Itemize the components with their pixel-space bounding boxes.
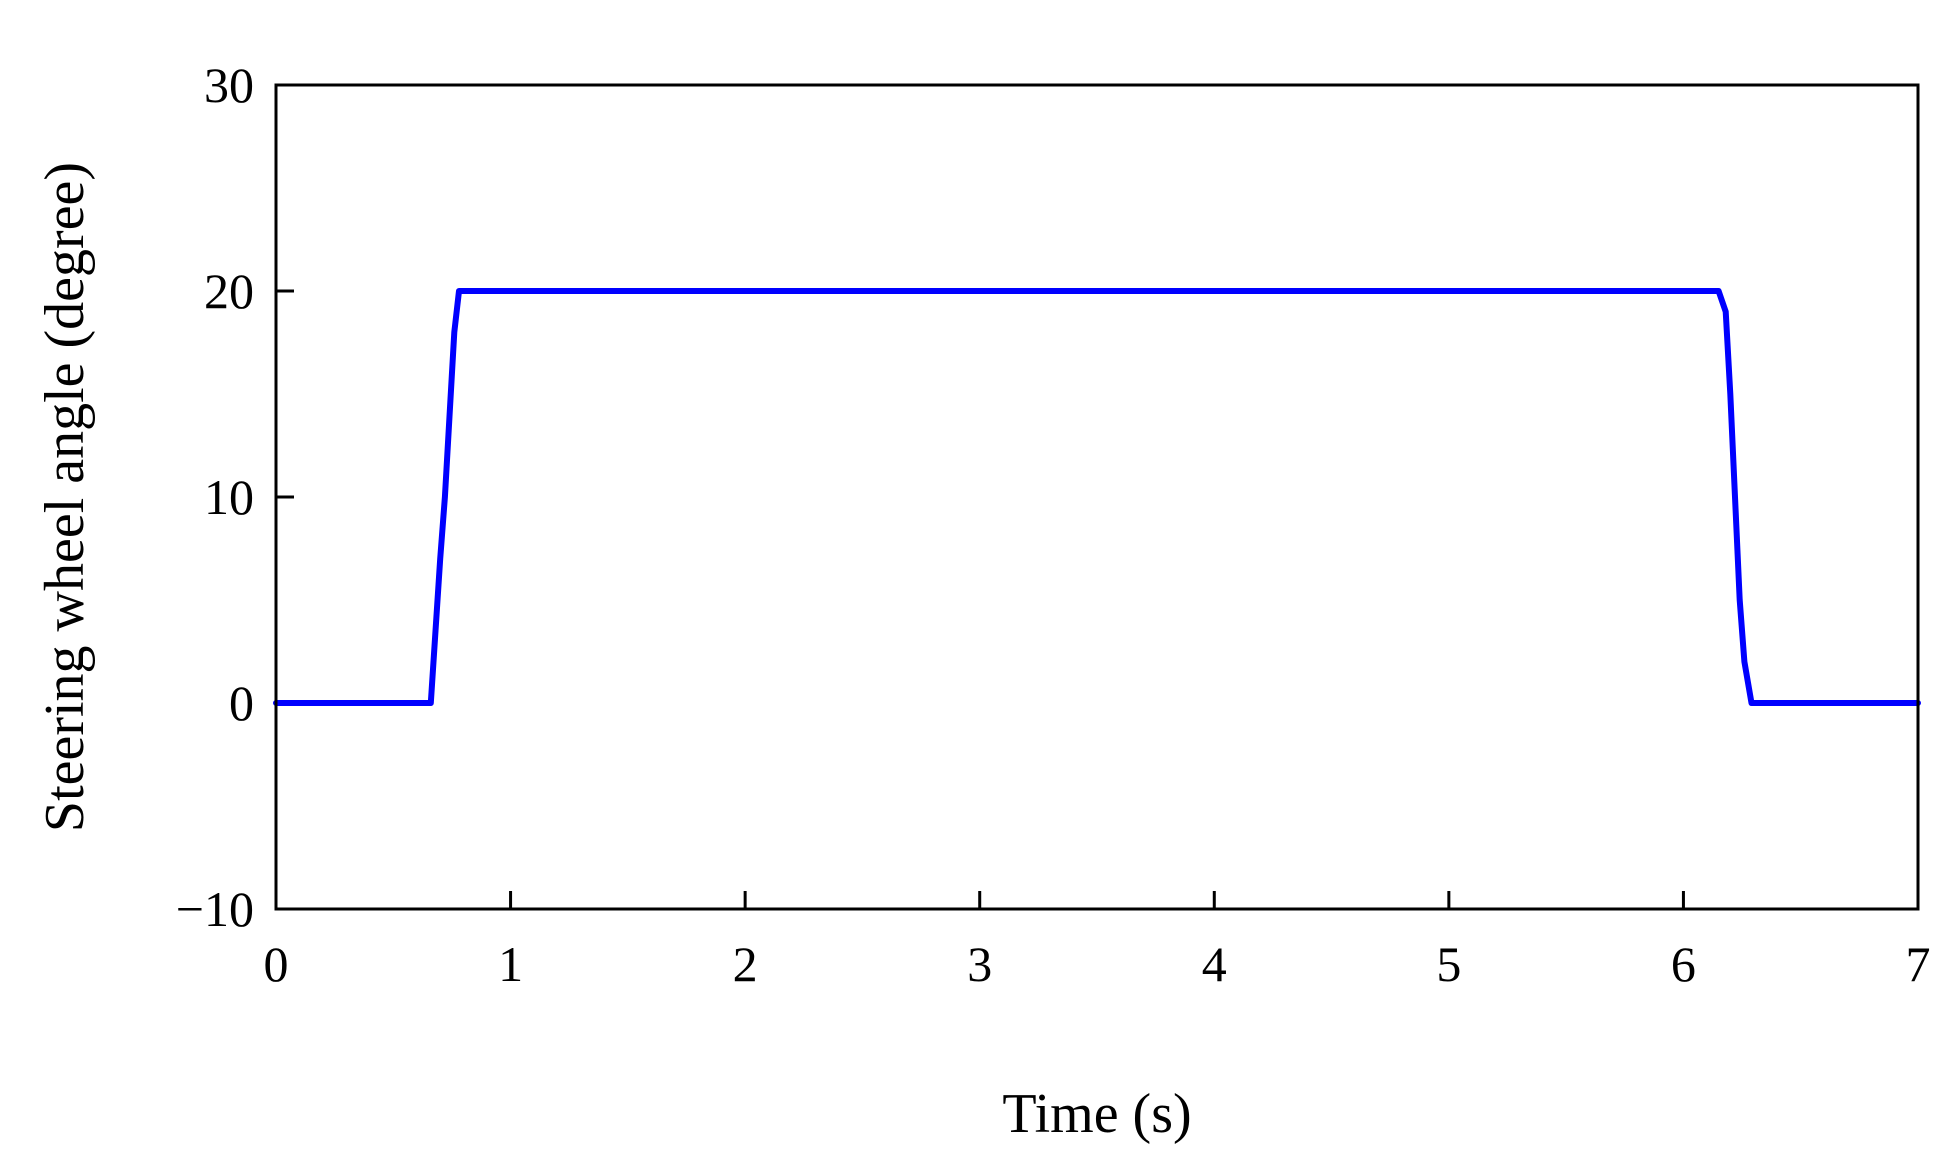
x-tick-label: 4 <box>1202 936 1227 992</box>
x-tick-label: 7 <box>1906 936 1931 992</box>
y-tick-label: 20 <box>204 263 254 319</box>
series-layer <box>273 288 1921 706</box>
x-tick-label: 5 <box>1436 936 1461 992</box>
x-tick-label: 1 <box>498 936 523 992</box>
x-tick-label: 6 <box>1671 936 1696 992</box>
y-tick-label: −10 <box>176 881 254 937</box>
x-tick-label: 3 <box>967 936 992 992</box>
x-axis-title: Time (s) <box>1002 1083 1191 1145</box>
y-tick-label: 10 <box>204 469 254 525</box>
x-tick-label: 0 <box>264 936 289 992</box>
ticks-layer <box>274 83 1920 911</box>
y-tick-label: 30 <box>204 57 254 113</box>
series-line-0 <box>273 288 1921 706</box>
plot-area-frame <box>274 83 1920 911</box>
y-tick-label: 0 <box>229 675 254 731</box>
y-axis-title: Steering wheel angle (degree) <box>34 162 96 832</box>
x-tick-label: 2 <box>733 936 758 992</box>
